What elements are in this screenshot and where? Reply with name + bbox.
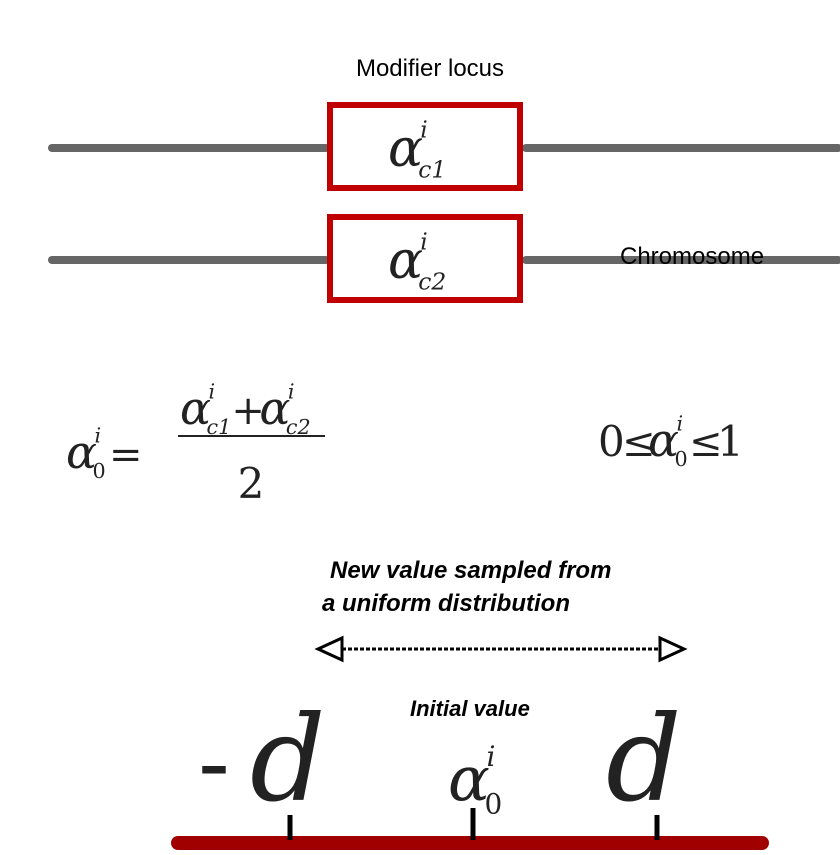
math-symbol: α: [259, 381, 290, 435]
math-op: ≤: [622, 420, 656, 466]
math-sup: i: [95, 424, 102, 448]
axis-symbol: d: [250, 690, 326, 828]
math-sup: i: [209, 380, 216, 404]
math-op: +: [231, 388, 265, 434]
ticks: [287, 808, 660, 840]
math-symbol: α: [648, 413, 679, 467]
chromosome-label: Chromosome: [620, 243, 764, 270]
math-sup: i: [420, 227, 427, 255]
math-sup: i: [420, 115, 427, 143]
math-sup: i: [486, 740, 495, 773]
sampled-label: New value sampled from: [330, 557, 611, 584]
math-op: =: [109, 432, 143, 478]
math-sub: 0: [93, 459, 106, 483]
modifier-label: Modifier locus: [356, 55, 504, 82]
locus-box: [327, 102, 523, 191]
math-sup: i: [677, 412, 684, 436]
math-sub: c1: [418, 155, 446, 183]
math-sub: 0: [675, 447, 688, 471]
math-sub: c2: [418, 267, 446, 295]
arrow-head: [314, 635, 344, 663]
locus-box: [327, 214, 523, 303]
math-symbol: α: [180, 381, 211, 435]
math-symbol: α: [388, 231, 423, 291]
initial-label: Initial value: [410, 696, 530, 721]
math-num: 2: [238, 459, 265, 508]
math-num: 0: [598, 417, 625, 466]
chromosomes: [48, 144, 840, 264]
math-symbol: α: [388, 119, 423, 179]
axis-sign: -: [198, 709, 230, 816]
math-op: ≤: [689, 420, 723, 466]
arrow-head: [658, 635, 688, 663]
math-num: 1: [717, 417, 744, 466]
math-sup: i: [288, 380, 295, 404]
axis-symbol: d: [606, 690, 682, 828]
sampled-label: a uniform distribution: [322, 590, 570, 617]
math-symbol: α: [448, 742, 490, 815]
math-sub: c1: [207, 415, 232, 439]
math-sub: 0: [484, 788, 502, 821]
math-symbol: α: [66, 425, 97, 479]
math-sub: c2: [286, 415, 311, 439]
